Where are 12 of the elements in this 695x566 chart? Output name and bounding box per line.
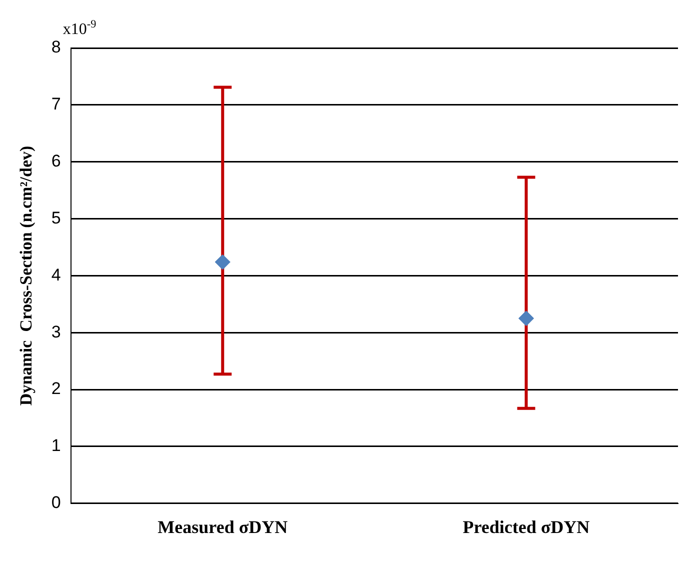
y-tick-label: 7 [51, 94, 61, 114]
y-tick-label: 2 [51, 379, 61, 398]
y-tick-label: 1 [51, 436, 61, 456]
x-tick-label: Predicted σDYN [462, 516, 590, 537]
y-tick-label: 4 [51, 265, 61, 284]
y-axis-title: Dynamic Cross-Section (n.cm²/dev) [16, 146, 36, 406]
y-tick-label: 6 [51, 152, 61, 171]
y-tick-label: 3 [51, 322, 61, 342]
y-tick-label: 5 [51, 208, 61, 228]
y-tick-label: 0 [51, 493, 61, 512]
y-tick-label: 8 [51, 38, 61, 57]
x-tick-label: Measured σDYN [158, 516, 288, 537]
